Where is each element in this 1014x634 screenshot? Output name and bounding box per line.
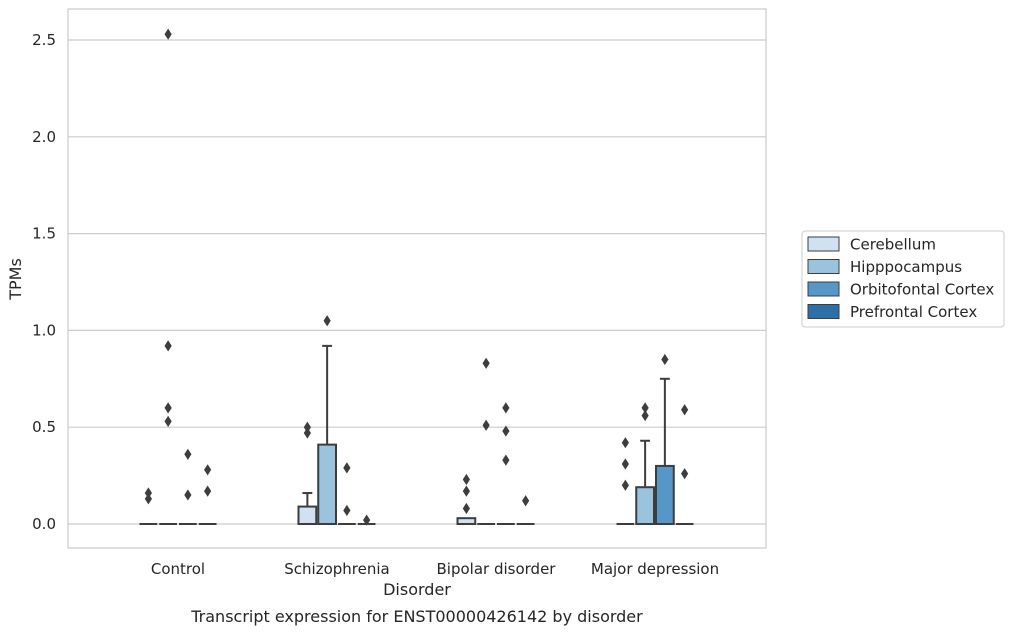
box-body: [655, 464, 675, 526]
outlier-point: [661, 353, 669, 366]
outlier-point: [323, 315, 331, 327]
box: [456, 517, 477, 526]
outlier-point: [303, 427, 311, 439]
y-axis-title: TPMs: [6, 258, 25, 301]
outlier-point: [184, 489, 192, 501]
legend-swatch: [807, 259, 840, 274]
outlier-point: [681, 404, 689, 416]
outlier-markers: [144, 28, 689, 526]
box-body: [297, 505, 318, 525]
outlier-point: [204, 464, 212, 476]
box-body: [317, 443, 337, 525]
legend-swatch: [807, 236, 840, 252]
y-tick-label: 2.0: [32, 128, 56, 146]
y-tick-label: 2.5: [32, 31, 56, 49]
box: [297, 492, 318, 525]
x-tick-label: Bipolar disorder: [437, 560, 557, 578]
legend-frame: [801, 230, 1005, 328]
outlier-point: [462, 502, 470, 515]
outlier-point: [204, 485, 212, 497]
legend-item: Orbitofontal Cortex: [807, 281, 994, 299]
outlier-point: [502, 454, 510, 466]
y-tick-label: 0.5: [32, 418, 56, 436]
box: [655, 377, 675, 526]
legend-label: Cerebellum: [850, 236, 936, 254]
legend-label: Hipppocampus: [850, 258, 962, 276]
legend-label: Prefrontal Cortex: [850, 303, 977, 321]
outlier-point: [522, 495, 530, 507]
outlier-point: [621, 437, 629, 449]
legend-item: Hipppocampus: [807, 258, 962, 276]
y-tick-label: 1.0: [32, 321, 56, 339]
outlier-point: [164, 402, 172, 414]
outlier-point: [184, 448, 192, 460]
outlier-point: [641, 402, 649, 414]
y-tick-labels: 0.0 0.5 1.0 1.5 2.0 2.5: [32, 31, 56, 533]
outlier-point: [641, 409, 649, 422]
box-body: [635, 486, 655, 526]
y-tick-label: 0.0: [32, 515, 56, 533]
legend-item: Prefrontal Cortex: [807, 303, 977, 321]
y-tick-label: 1.5: [32, 225, 56, 243]
x-tick-labels: Control Schizophrenia Bipolar disorder Majo…: [151, 560, 719, 578]
plot-area-frame: [67, 8, 767, 549]
outlier-point: [303, 421, 311, 433]
outlier-point: [502, 425, 510, 437]
legend-swatch: [807, 281, 840, 297]
grid-lines: [68, 39, 766, 525]
outlier-point: [343, 462, 351, 474]
outlier-point: [621, 458, 629, 470]
x-tick-label: Schizophrenia: [284, 560, 389, 578]
box: [635, 439, 655, 526]
outlier-point: [462, 473, 470, 486]
legend-label: Orbitofontal Cortex: [850, 281, 994, 299]
outlier-point: [621, 479, 629, 491]
x-axis-title: Disorder: [383, 580, 451, 599]
chart-caption: Transcript expression for ENST0000042614…: [190, 607, 643, 626]
outlier-point: [343, 504, 351, 517]
legend-swatch: [807, 304, 840, 319]
outlier-point: [164, 340, 172, 352]
x-tick-label: Major depression: [591, 560, 719, 578]
outlier-point: [144, 493, 152, 505]
legend-item: Cerebellum: [807, 236, 936, 254]
boxes: [139, 344, 694, 526]
outlier-point: [462, 485, 470, 497]
x-tick-label: Control: [151, 560, 205, 578]
outlier-point: [164, 415, 172, 427]
outlier-point: [502, 402, 510, 414]
outlier-point: [144, 487, 152, 499]
outlier-point: [681, 468, 689, 480]
outlier-point: [482, 419, 490, 431]
outlier-point: [482, 357, 490, 369]
outlier-point: [363, 514, 371, 526]
legend: Cerebellum Hipppocampus Orbitofontal Corte…: [801, 230, 1005, 328]
outlier-point: [164, 28, 172, 40]
legend-items: Cerebellum Hipppocampus Orbitofontal Corte…: [807, 236, 994, 321]
box: [317, 344, 337, 525]
